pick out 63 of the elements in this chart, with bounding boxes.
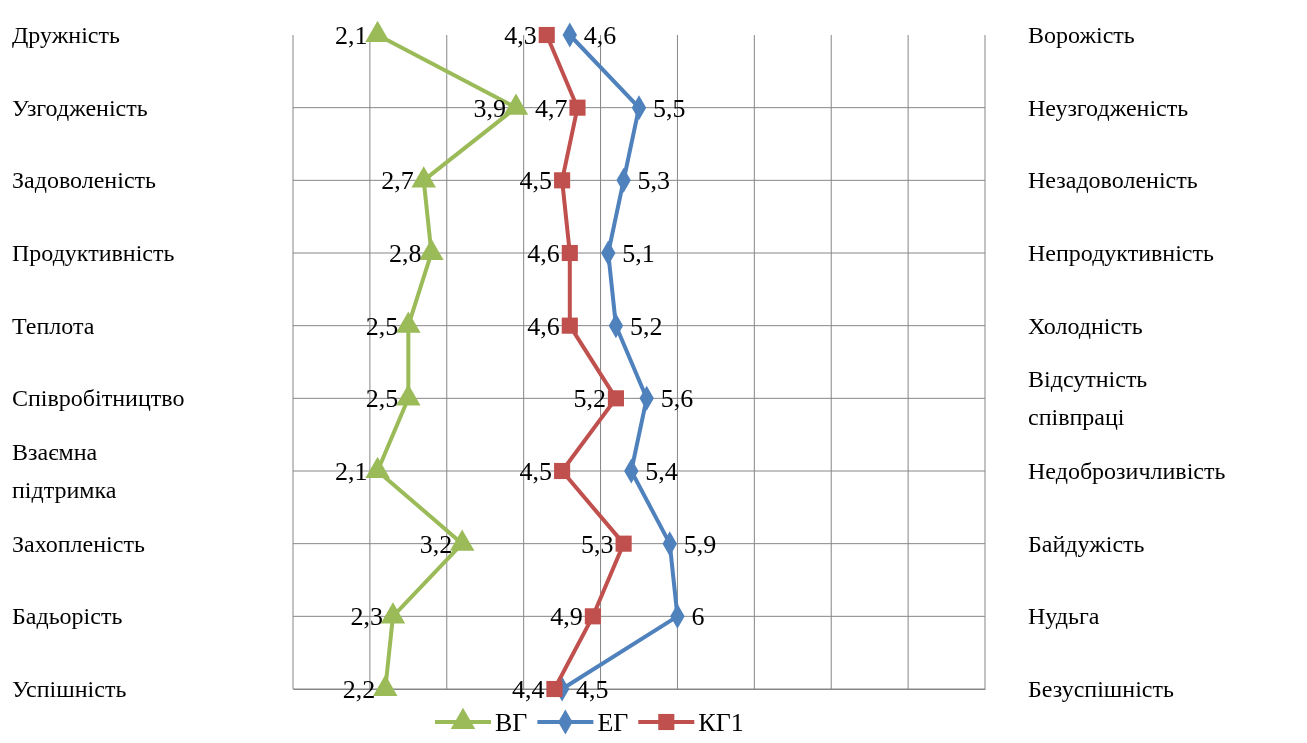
data-label: 2,5 [365, 384, 399, 414]
point [561, 317, 578, 334]
point [615, 535, 632, 552]
y2-tick-label: Холодність [1028, 312, 1143, 339]
data-label: 4,5 [519, 457, 553, 486]
data-label: 4,6 [527, 239, 560, 268]
data-label: 2,5 [365, 311, 399, 341]
y2-tick-label: Байдужість [1028, 530, 1145, 557]
data-label: 5,3 [637, 166, 671, 196]
data-label: 4,5 [576, 675, 609, 704]
legend-label: ЕГ [597, 708, 629, 737]
data-label: 5,5 [653, 93, 686, 123]
y2-tick-label: Ворожість [1028, 22, 1135, 48]
data-label: 2,3 [350, 602, 383, 632]
point [561, 244, 578, 262]
data-label: 2,1 [335, 457, 368, 486]
data-label: 5,6 [660, 384, 694, 414]
data-label: 2,2 [342, 675, 376, 704]
data-label: 4,6 [583, 21, 617, 50]
y2-tick-label: Відсутність співпраці [1028, 366, 1148, 431]
data-label: 4,7 [534, 93, 568, 123]
y-tick-label: Бадьорість [12, 603, 123, 630]
data-label: 4,6 [527, 311, 560, 341]
data-label: 5,9 [683, 529, 717, 559]
y-tick-label: Взаємна підтримка [12, 439, 117, 503]
point [554, 172, 571, 189]
data-label: 2,1 [335, 21, 368, 50]
data-label: 4,5 [519, 166, 553, 196]
point [569, 99, 586, 116]
legend-label: КГ1 [698, 708, 744, 737]
point [584, 608, 601, 625]
y-tick-label: Продуктивність [12, 240, 175, 266]
y-tick-label: Захопленість [12, 530, 145, 557]
point [546, 680, 563, 698]
y2-tick-label: Нудьга [1028, 603, 1100, 630]
y2-tick-label: Неузгодженість [1028, 94, 1189, 121]
data-label: 4,3 [504, 21, 537, 50]
data-label: 5,3 [581, 529, 614, 559]
y2-tick-label: Непродуктивність [1028, 240, 1215, 266]
data-label: 5,2 [573, 384, 606, 414]
y-tick-label: Успішність [12, 676, 127, 702]
legend-label: ВГ [495, 708, 528, 737]
y2-tick-label: Незадоволеність [1028, 167, 1198, 194]
data-label: 5,4 [645, 457, 678, 486]
y2-tick-label: Недоброзичливість [1028, 458, 1226, 484]
y-tick-label: Теплота [12, 312, 95, 339]
data-label: 2,7 [381, 166, 414, 196]
y-tick-label: Задоволеність [12, 167, 157, 194]
y-tick-label: Узгодженість [12, 94, 148, 121]
y-tick-label: Співробітництво [12, 385, 185, 412]
y2-tick-label: Безуспішність [1028, 676, 1174, 702]
data-label: 4,4 [511, 675, 545, 704]
point [538, 26, 555, 44]
data-label: 2,8 [388, 239, 422, 268]
data-label: 6 [691, 602, 705, 632]
data-label: 5,2 [629, 311, 663, 341]
point [607, 390, 624, 407]
y-tick-label: Дружність [12, 22, 120, 48]
point [554, 462, 571, 480]
data-label: 4,9 [550, 602, 583, 632]
data-label: 5,1 [622, 239, 655, 268]
data-label: 3,9 [473, 93, 506, 123]
data-label: 3,2 [419, 529, 453, 559]
